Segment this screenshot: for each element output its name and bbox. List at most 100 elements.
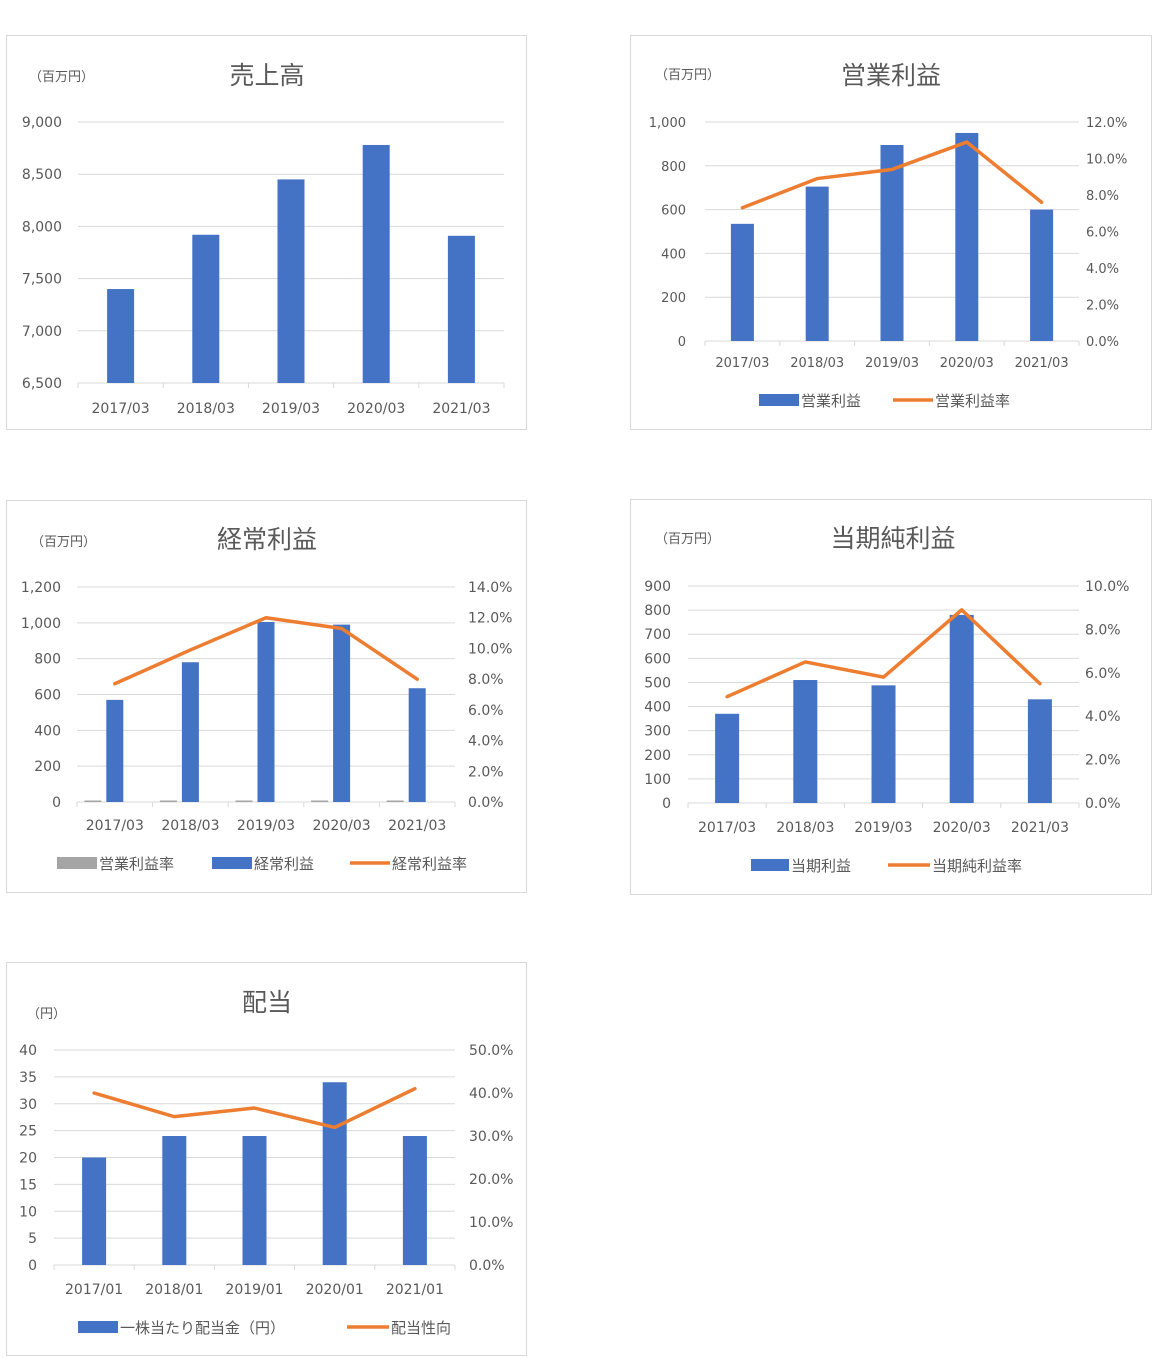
bar	[106, 699, 124, 802]
y-tick-label: 400	[644, 700, 671, 716]
operating-profit-chart-svg: 営業利益 （百万円） 0 200 400 600 800 1,000 0.0% 2.0% 4.…	[649, 61, 1128, 410]
bar	[871, 685, 896, 803]
bar	[402, 1136, 427, 1265]
bar	[362, 144, 390, 383]
lines	[113, 615, 419, 686]
x-tick-label: 2019/01	[225, 1282, 283, 1298]
bar	[84, 800, 102, 802]
y2-tick-label: 4.0%	[1086, 262, 1119, 277]
x-tick-label: 2019/03	[854, 820, 912, 836]
legend-label: 経常利益率	[392, 855, 467, 873]
legend-label: 一株当たり配当金（円）	[120, 1319, 285, 1337]
y-axis-ticks: 0 200 400 600 800 1,000 1,200	[21, 580, 61, 811]
bar	[447, 235, 475, 383]
y-tick-label: 800	[644, 603, 671, 619]
bar	[322, 1082, 347, 1265]
bar	[880, 144, 904, 341]
bar	[311, 800, 329, 802]
y2-tick-label: 0.0%	[1085, 796, 1121, 812]
y-tick-label: 600	[34, 688, 61, 704]
y-tick-label: 100	[644, 772, 671, 788]
bar	[793, 680, 818, 803]
bar	[82, 1157, 107, 1265]
y-unit-label: （百万円）	[655, 532, 720, 547]
net-income-chart-svg: 当期純利益 （百万円） 0 100 200 300 400 500 600 700 800 900…	[644, 524, 1129, 875]
x-tick-label: 2021/03	[1011, 820, 1069, 836]
x-tick-label: 2018/03	[776, 820, 834, 836]
y2-tick-label: 0.0%	[469, 1258, 505, 1274]
bar	[955, 132, 979, 341]
chart-title: 当期純利益	[830, 524, 955, 553]
x-tick-label: 2019/03	[237, 818, 295, 834]
legend-label: 営業利益率	[935, 392, 1010, 410]
y-axis-ticks: 0 200 400 600 800 1,000	[649, 116, 686, 350]
y2-tick-label: 6.0%	[468, 703, 504, 719]
y-tick-label: 7,500	[22, 272, 62, 288]
lines	[92, 1086, 417, 1130]
y-tick-label: 40	[19, 1043, 37, 1059]
y-tick-label: 35	[19, 1070, 37, 1086]
y-tick-label: 1,000	[21, 616, 61, 632]
x-tick-label: 2019/03	[262, 401, 320, 417]
legend-swatch-bar	[78, 1321, 118, 1333]
lines	[740, 140, 1044, 210]
y-tick-label: 15	[19, 1177, 37, 1193]
x-tick-label: 2017/03	[698, 820, 756, 836]
lines	[725, 608, 1042, 699]
bar	[277, 179, 305, 383]
x-axis-ticks: 2017/01 2018/01 2019/01 2020/01 2021/01	[65, 1282, 444, 1298]
chart-panel-ordinary-profit: 経常利益 （百万円） 0 200 400 600 800 1,000 1,200 0.0% 2…	[6, 500, 527, 893]
y-axis-ticks: 0 100 200 300 400 500 600 700 800 900	[644, 579, 671, 812]
y-tick-label: 400	[34, 723, 61, 739]
y-tick-label: 0	[662, 796, 671, 812]
bar	[107, 289, 135, 383]
legend-label: 営業利益率	[99, 855, 174, 873]
x-tick-label: 2020/03	[347, 401, 405, 417]
y2-tick-label: 40.0%	[469, 1086, 513, 1102]
x-tick-label: 2018/03	[177, 401, 235, 417]
y-tick-label: 700	[644, 627, 671, 643]
legend-label: 当期利益	[791, 857, 851, 875]
x-tick-label: 2017/03	[715, 356, 769, 371]
bar	[1027, 699, 1052, 803]
legend-swatch-bar	[57, 857, 97, 869]
y-tick-label: 500	[644, 675, 671, 691]
legend: 営業利益率 経常利益 経常利益率	[57, 855, 467, 873]
bar	[715, 713, 740, 803]
legend-label: 営業利益	[801, 392, 861, 410]
y-tick-label: 400	[661, 247, 686, 262]
y-tick-label: 800	[34, 652, 61, 668]
bar	[333, 624, 351, 802]
y2-tick-label: 30.0%	[469, 1129, 513, 1145]
y-tick-label: 900	[644, 579, 671, 595]
y-axis-ticks: 0 5 10 15 20 25 30 35 40	[19, 1043, 37, 1274]
y-tick-label: 800	[661, 160, 686, 175]
bars	[82, 1082, 427, 1265]
legend-swatch-bar	[751, 859, 789, 871]
legend-swatch-bar	[759, 394, 799, 406]
x-tick-label: 2020/03	[933, 820, 991, 836]
x-axis-ticks: 2017/03 2018/03 2019/03 2020/03 2021/03	[715, 356, 1068, 371]
y-tick-label: 1,200	[21, 580, 61, 596]
y-tick-label: 25	[19, 1124, 37, 1140]
y-unit-label: （百万円）	[31, 535, 96, 550]
x-tick-label: 2020/01	[306, 1282, 364, 1298]
x-tick-label: 2021/03	[432, 401, 490, 417]
y-tick-label: 200	[644, 748, 671, 764]
y2-tick-label: 2.0%	[468, 764, 504, 780]
bar	[257, 621, 275, 802]
x-tick-label: 2018/03	[161, 818, 219, 834]
y2-tick-label: 4.0%	[468, 734, 504, 750]
chart-panel-sales: 売上高 （百万円） 6,500 7,000 7,500 8,000 8,500 9,000…	[6, 35, 527, 430]
bar	[386, 800, 404, 802]
legend-label: 当期純利益率	[932, 857, 1022, 875]
y-axis-ticks: 6,500 7,000 7,500 8,000 8,500 9,000	[22, 115, 62, 392]
y-tick-label: 0	[28, 1258, 37, 1274]
y-unit-label: （百万円）	[655, 68, 720, 83]
y-tick-label: 1,000	[649, 116, 686, 131]
x-axis-ticks: 2017/03 2018/03 2019/03 2020/03 2021/03	[92, 401, 491, 417]
y-tick-label: 10	[19, 1204, 37, 1220]
y2-tick-label: 8.0%	[468, 672, 504, 688]
y-unit-label: （百万円）	[29, 70, 94, 85]
sales-chart-svg: 売上高 （百万円） 6,500 7,000 7,500 8,000 8,500 9,000…	[22, 61, 505, 417]
